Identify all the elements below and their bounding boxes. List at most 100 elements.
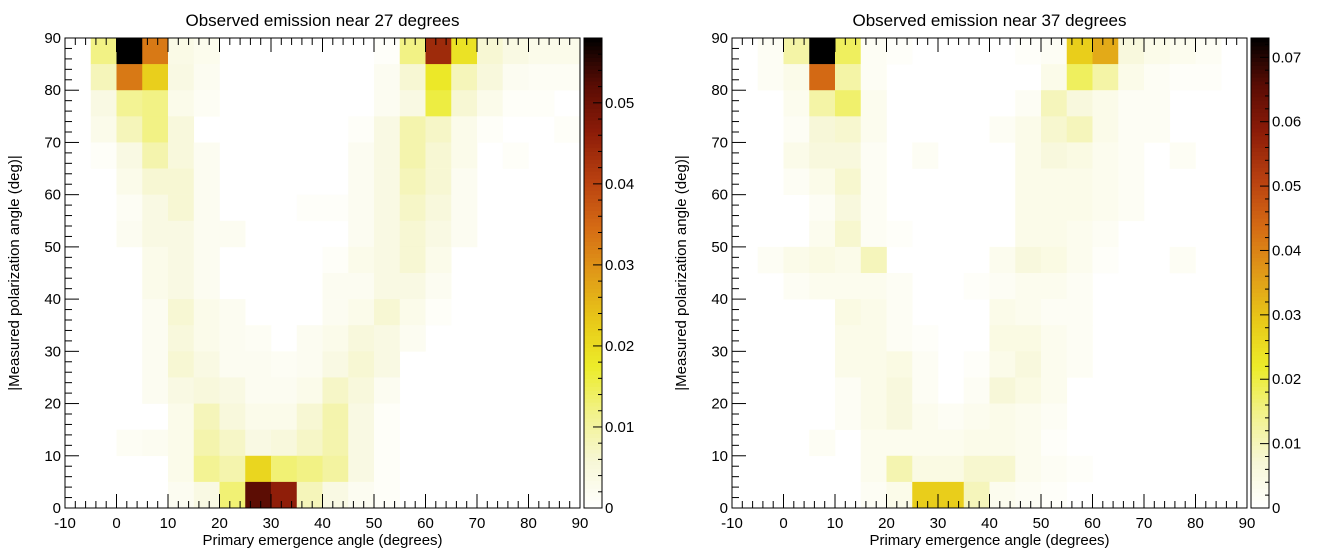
color-bar-slice bbox=[584, 155, 602, 160]
heatmap-cell bbox=[296, 194, 323, 222]
color-bar-slice bbox=[584, 367, 602, 372]
heatmap-cell bbox=[860, 481, 887, 509]
y-tick-label: 0 bbox=[720, 500, 728, 517]
color-bar-slice bbox=[1251, 229, 1269, 235]
color-bar-slice bbox=[1251, 276, 1269, 282]
heatmap-cell bbox=[425, 273, 452, 300]
color-bar-slice bbox=[1251, 390, 1269, 395]
heatmap-cell bbox=[1118, 168, 1145, 195]
heatmap-cell bbox=[245, 481, 272, 509]
color-bar-slice bbox=[1251, 38, 1269, 43]
color-bar-slice bbox=[584, 468, 602, 474]
heatmap-cell bbox=[912, 403, 939, 430]
color-bar-slice bbox=[1251, 257, 1269, 262]
heatmap-cell bbox=[245, 351, 272, 378]
heatmap-cell bbox=[989, 403, 1016, 430]
color-bar-slice bbox=[1251, 128, 1269, 133]
heatmap-cell bbox=[1066, 194, 1093, 222]
color-bar-slice bbox=[1251, 69, 1269, 74]
color-bar-slice bbox=[584, 124, 602, 129]
heatmap-cell bbox=[809, 273, 836, 300]
heatmap-cell bbox=[1066, 116, 1093, 143]
color-bar-slice bbox=[1251, 253, 1269, 258]
heatmap-cell bbox=[528, 38, 555, 65]
color-bar-slice bbox=[1251, 214, 1269, 219]
color-bar-slice bbox=[584, 488, 602, 493]
color-bar-slice bbox=[584, 331, 602, 337]
color-bar-slice bbox=[584, 151, 602, 156]
x-axis-title: Primary emergence angle (degrees) bbox=[869, 532, 1109, 549]
x-tick-label: 0 bbox=[779, 515, 787, 532]
color-bar-slice bbox=[584, 288, 602, 293]
heatmap-cell bbox=[1041, 481, 1068, 509]
color-bar-slice bbox=[584, 112, 602, 117]
heatmap-cell bbox=[1041, 142, 1068, 169]
heatmap-cell bbox=[374, 142, 401, 169]
heatmap-cell bbox=[193, 429, 220, 457]
color-bar-slice bbox=[584, 414, 602, 419]
color-bar-slice bbox=[584, 53, 602, 58]
heatmap-cell bbox=[168, 351, 195, 378]
color-bar-slice bbox=[1251, 370, 1269, 376]
heatmap-cell bbox=[886, 299, 913, 326]
heatmap-cell bbox=[1092, 116, 1119, 143]
color-bar-slice bbox=[1251, 351, 1269, 356]
color-bar-slice bbox=[584, 249, 602, 254]
color-bar-slice bbox=[584, 163, 602, 168]
heatmap-cell bbox=[219, 481, 246, 509]
heatmap-cell bbox=[809, 64, 836, 91]
heatmap-cell bbox=[322, 194, 349, 222]
heatmap-cell bbox=[783, 64, 810, 91]
color-bar-slice bbox=[584, 437, 602, 442]
color-bar-slice bbox=[1251, 472, 1269, 478]
heatmap-cell bbox=[142, 168, 169, 195]
heatmap-cell bbox=[348, 299, 375, 326]
heatmap-cell bbox=[1015, 90, 1042, 117]
heatmap-cell bbox=[989, 116, 1016, 143]
color-bar-slice bbox=[1251, 269, 1269, 274]
heatmap-cell bbox=[1041, 273, 1068, 300]
color-bar-slice bbox=[584, 292, 602, 297]
heatmap-cell bbox=[757, 64, 784, 91]
color-bar-slice bbox=[1251, 398, 1269, 403]
color-bar-slice bbox=[1251, 190, 1269, 196]
color-bar-slice bbox=[584, 77, 602, 82]
x-tick-label: 0 bbox=[112, 515, 120, 532]
heatmap-cell bbox=[912, 377, 939, 404]
heatmap-cell bbox=[374, 38, 401, 65]
heatmap-cell bbox=[374, 403, 401, 430]
color-bar-slice bbox=[584, 449, 602, 454]
heatmap-cell bbox=[1066, 90, 1093, 117]
heatmap-cell bbox=[835, 377, 862, 404]
heatmap-cell bbox=[219, 429, 246, 457]
x-tick-label: -10 bbox=[721, 515, 743, 532]
color-bar-slice bbox=[1251, 425, 1269, 431]
heatmap-cell bbox=[886, 38, 913, 65]
heatmap-cell bbox=[989, 273, 1016, 300]
x-tick-label: 20 bbox=[211, 515, 228, 532]
color-bar-slice bbox=[1251, 202, 1269, 207]
color-bar-slice bbox=[1251, 394, 1269, 399]
heatmap-cell bbox=[912, 351, 939, 378]
heatmap-cell bbox=[1015, 38, 1042, 65]
color-bar-slice bbox=[1251, 284, 1269, 290]
heatmap-cell bbox=[168, 64, 195, 91]
color-bar-slice bbox=[1251, 155, 1269, 160]
heatmap-cell bbox=[322, 299, 349, 326]
color-bar-slice bbox=[1251, 104, 1269, 109]
heatmap-cell bbox=[296, 455, 323, 483]
heatmap-cell bbox=[374, 168, 401, 195]
color-bar-slice bbox=[1251, 433, 1269, 438]
heatmap-cell bbox=[1195, 64, 1222, 91]
color-bar-slice bbox=[584, 202, 602, 207]
heatmap-cell bbox=[1015, 273, 1042, 300]
heatmap-cell bbox=[835, 142, 862, 169]
color-bar-slice bbox=[584, 304, 602, 309]
color-bar-slice bbox=[1251, 237, 1269, 243]
heatmap-cell bbox=[245, 377, 272, 404]
heatmap-cell bbox=[399, 38, 426, 65]
color-bar-slice bbox=[584, 116, 602, 121]
heatmap-cell bbox=[168, 481, 195, 509]
heatmap-cell bbox=[322, 325, 349, 352]
color-bar-slice bbox=[1251, 488, 1269, 493]
